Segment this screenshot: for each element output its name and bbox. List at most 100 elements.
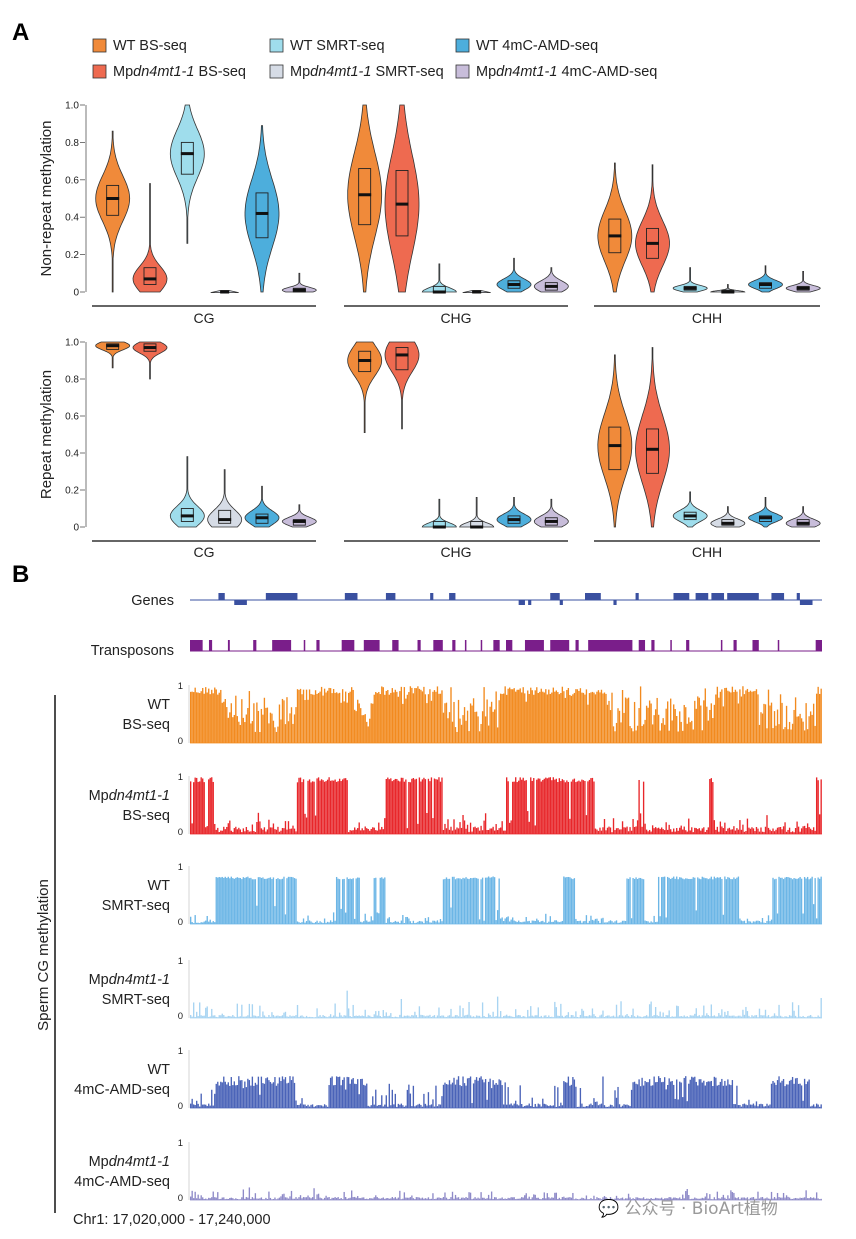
signal-bar	[396, 778, 398, 834]
signal-bar	[770, 1016, 773, 1018]
signal-bar	[296, 689, 299, 743]
gene-feature	[430, 593, 434, 600]
signal-bar	[763, 1106, 765, 1108]
signal-bar	[372, 703, 374, 743]
signal-bar	[587, 704, 589, 743]
signal-bar	[710, 703, 712, 743]
signal-bar	[221, 876, 223, 924]
signal-bar	[596, 1101, 598, 1108]
signal-bar	[235, 1017, 237, 1018]
signal-bar	[746, 918, 749, 924]
signal-bar	[587, 1016, 589, 1018]
signal-bar	[530, 1199, 532, 1200]
signal-bar	[527, 1009, 529, 1018]
signal-bar	[319, 780, 321, 834]
signal-bar	[489, 828, 491, 834]
signal-bar	[412, 1198, 415, 1200]
signal-bar	[268, 1015, 270, 1018]
signal-bar	[746, 1197, 749, 1200]
signal-bar	[772, 1198, 774, 1200]
signal-bar	[445, 877, 448, 924]
signal-bar	[818, 1106, 821, 1108]
signal-bar	[533, 1106, 535, 1108]
signal-bar	[326, 921, 329, 924]
signal-bar	[296, 782, 299, 834]
signal-bar	[636, 879, 639, 924]
signal-bar	[325, 922, 327, 924]
violin-CHH-wt_bs	[597, 354, 633, 528]
signal-bar	[790, 729, 792, 743]
signal-bar	[676, 1079, 678, 1108]
signal-bar	[721, 689, 723, 743]
signal-bar	[328, 777, 330, 834]
signal-bar	[483, 1016, 485, 1018]
signal-bar	[391, 1197, 393, 1200]
signal-bar	[275, 1015, 278, 1018]
signal-bar	[483, 687, 485, 743]
signal-bar	[812, 1197, 815, 1200]
signal-bar	[293, 714, 296, 743]
signal-bar	[403, 1015, 406, 1018]
signal-bar	[551, 1105, 553, 1108]
signal-bar	[811, 1016, 813, 1018]
signal-bar	[576, 689, 579, 743]
signal-bar	[448, 829, 451, 834]
signal-bar	[397, 1197, 400, 1200]
signal-bar	[459, 1085, 461, 1108]
signal-bar	[472, 1016, 475, 1018]
signal-bar	[281, 1015, 284, 1018]
signal-bar	[682, 1097, 684, 1108]
signal-bar	[566, 689, 568, 743]
signal-bar	[701, 1082, 703, 1108]
signal-bar	[737, 876, 740, 924]
signal-bar	[778, 876, 780, 924]
signal-bar	[396, 1106, 398, 1108]
signal-bar	[809, 711, 812, 743]
signal-bar	[214, 922, 216, 924]
signal-bar	[387, 918, 389, 924]
signal-bar	[435, 691, 437, 743]
signal-bar	[393, 780, 395, 834]
signal-bar	[378, 1198, 380, 1200]
signal-bar	[764, 1009, 767, 1018]
signal-bar	[636, 1197, 639, 1200]
signal-bar	[496, 996, 499, 1018]
signal-bar	[775, 1015, 777, 1018]
signal-bar	[417, 686, 419, 743]
signal-bar	[739, 918, 741, 924]
signal-bar	[772, 1015, 774, 1018]
signal-bar	[689, 830, 691, 834]
signal-bar	[474, 826, 476, 834]
signal-bar	[244, 1198, 246, 1200]
signal-bar	[689, 1199, 691, 1200]
signal-bar	[709, 779, 711, 834]
signal-bar	[793, 1010, 795, 1018]
signal-bar	[763, 922, 765, 924]
signal-bar	[737, 1015, 740, 1018]
signal-bar	[289, 713, 291, 743]
signal-bar	[360, 921, 362, 924]
signal-bar	[489, 877, 491, 924]
signal-bar	[430, 922, 433, 924]
signal-bar	[384, 1198, 386, 1200]
signal-bar	[748, 1015, 750, 1018]
signal-bar	[790, 832, 792, 834]
signal-bar	[468, 1192, 470, 1200]
signal-bar	[208, 779, 210, 834]
signal-bar	[697, 1198, 699, 1200]
signal-bar	[245, 877, 248, 924]
signal-bar	[546, 1193, 548, 1200]
signal-bar	[469, 878, 472, 924]
signal-bar	[322, 1106, 324, 1108]
signal-bar	[420, 1014, 422, 1018]
signal-bar	[543, 922, 545, 924]
watermark: 💬 公众号 · BioArt植物	[598, 1199, 778, 1219]
signal-bar	[453, 1077, 455, 1108]
signal-bar	[424, 1103, 427, 1108]
signal-bar	[507, 1087, 509, 1108]
signal-bar	[664, 876, 666, 924]
signal-bar	[745, 923, 747, 924]
signal-bar	[766, 1103, 768, 1108]
signal-bar	[343, 778, 345, 834]
signal-bar	[328, 1197, 330, 1200]
